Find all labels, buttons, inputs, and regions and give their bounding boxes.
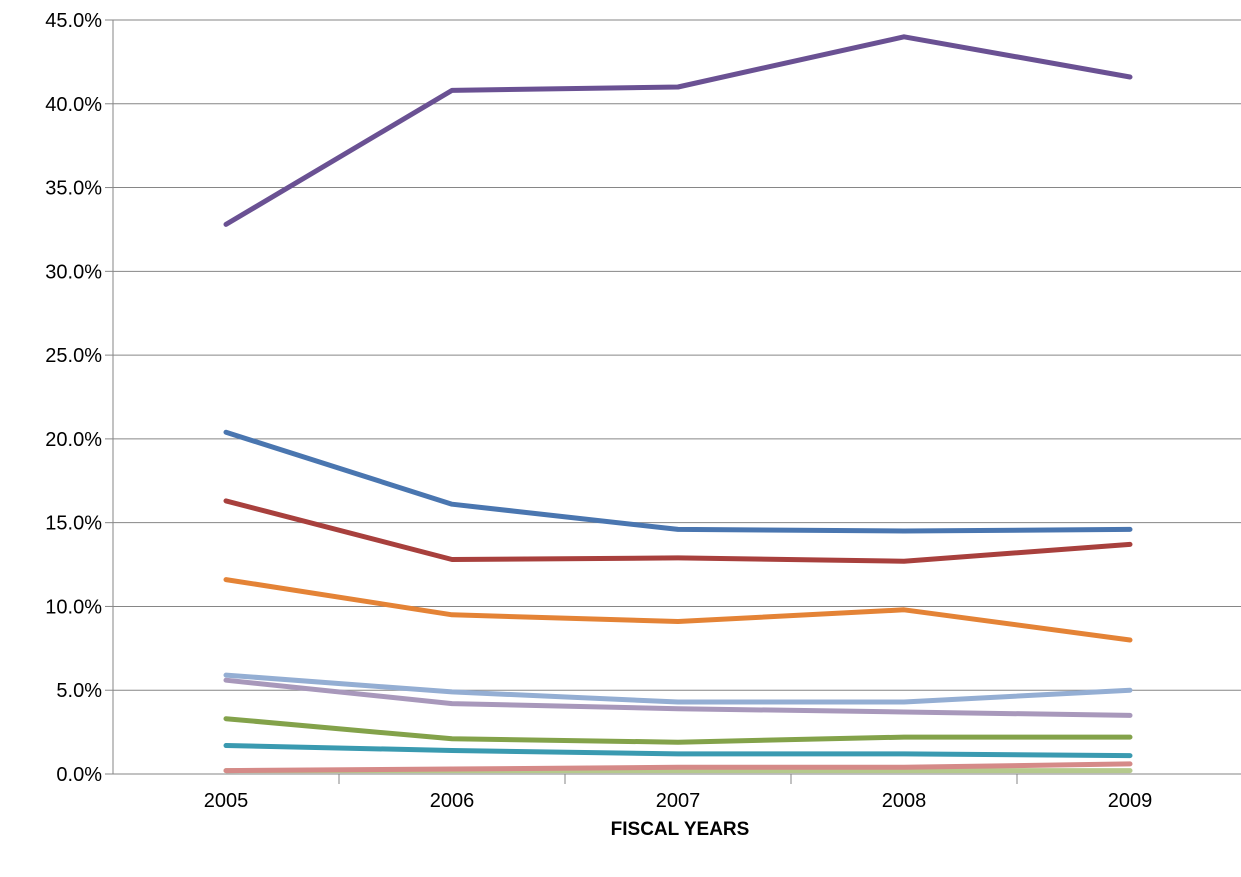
x-tick-label: 2007 <box>656 790 701 812</box>
series-line-8 <box>223 743 1133 759</box>
y-tick-label: 10.0% <box>45 596 102 618</box>
y-tick-label: 45.0% <box>45 10 102 32</box>
axes <box>105 19 1241 784</box>
y-tick-label: 0.0% <box>56 764 102 786</box>
x-tick-label: 2008 <box>882 790 927 812</box>
series-line-9 <box>223 761 1133 774</box>
y-tick-label: 20.0% <box>45 429 102 451</box>
x-tick-label: 2005 <box>204 790 249 812</box>
series-line-6 <box>223 677 1133 718</box>
series-line-4 <box>223 577 1133 643</box>
series-line-3 <box>223 498 1133 564</box>
series-line-1 <box>223 34 1133 227</box>
series-lines <box>223 34 1133 774</box>
y-tick-label: 25.0% <box>45 345 102 367</box>
y-tick-label: 30.0% <box>45 261 102 283</box>
y-tick-label: 35.0% <box>45 178 102 200</box>
series-line-5 <box>223 672 1133 705</box>
series-line-7 <box>223 716 1133 745</box>
y-axis-tick-labels: 0.0% 5.0% 10.0% 15.0% 20.0% 25.0% 30.0% 35.0% 40… <box>45 10 102 786</box>
series-line-2 <box>223 429 1133 534</box>
x-axis-title: FISCAL YEARS <box>611 819 750 840</box>
y-tick-label: 15.0% <box>45 513 102 535</box>
x-axis-tick-labels: 2005 2006 2007 2008 2009 <box>204 790 1153 812</box>
y-tick-label: 5.0% <box>56 680 102 702</box>
x-tick-label: 2009 <box>1108 790 1153 812</box>
x-tick-label: 2006 <box>430 790 475 812</box>
y-tick-label: 40.0% <box>45 94 102 116</box>
